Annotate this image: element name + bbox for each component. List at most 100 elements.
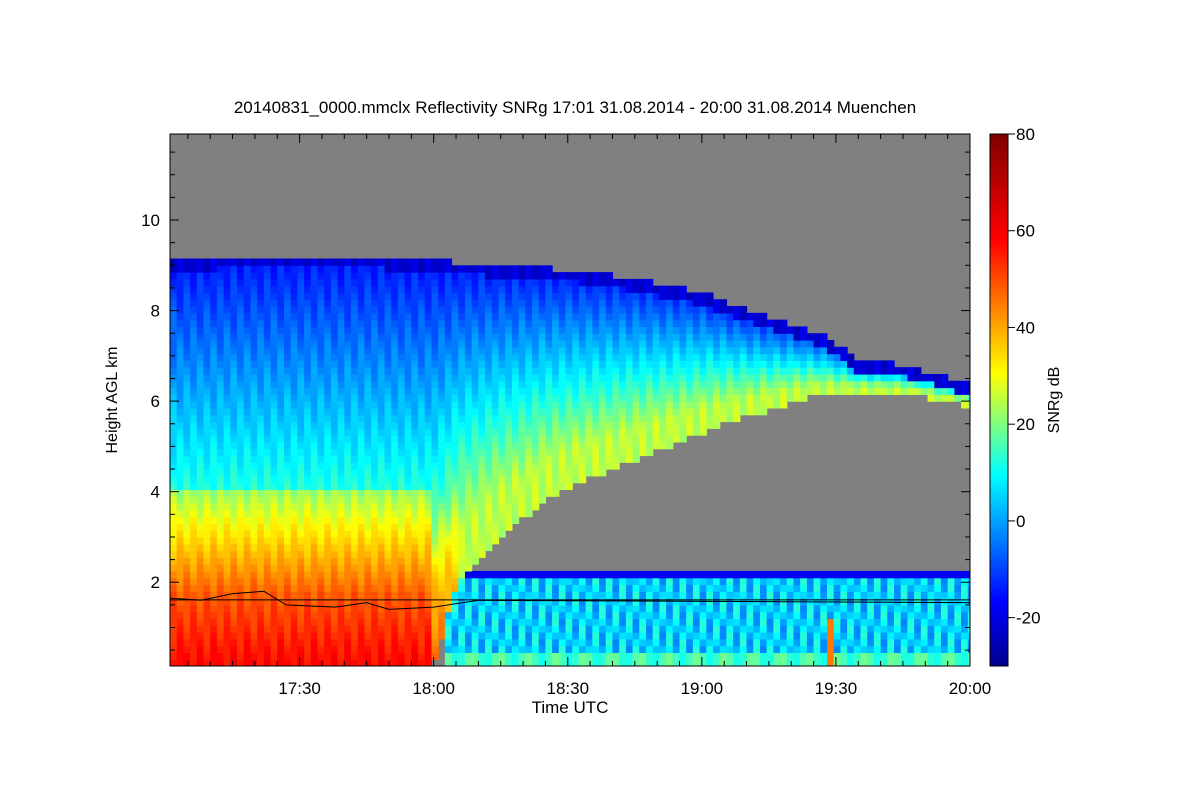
field-cell <box>196 604 205 613</box>
field-cell <box>491 421 500 429</box>
field-cell <box>739 625 748 633</box>
field-cell <box>545 292 553 300</box>
field-cell <box>806 577 815 586</box>
field-cell <box>371 469 379 477</box>
field-cell <box>558 659 567 666</box>
field-cell <box>297 577 305 586</box>
field-cell <box>196 265 205 273</box>
field-cell <box>196 564 205 572</box>
field-cell <box>706 632 714 640</box>
field-cell <box>545 414 553 423</box>
field-cell <box>485 577 493 586</box>
field-cell <box>424 306 433 314</box>
field-cell <box>699 401 707 409</box>
field-cell <box>498 530 506 538</box>
field-cell <box>525 448 533 457</box>
field-cell <box>625 367 634 375</box>
field-cell <box>411 618 419 626</box>
field-cell <box>384 299 392 307</box>
field-cell <box>786 584 795 592</box>
field-cell <box>592 591 600 599</box>
field-cell <box>371 428 379 436</box>
field-cell <box>572 598 580 606</box>
field-cell <box>572 570 580 579</box>
field-cell <box>371 591 379 599</box>
field-cell <box>270 306 278 314</box>
field-cell <box>337 278 345 287</box>
field-cell <box>458 516 466 524</box>
field-cell <box>290 469 298 477</box>
field-cell <box>813 632 821 640</box>
field-cell <box>250 516 258 524</box>
field-cell <box>196 577 205 586</box>
field-cell <box>605 421 614 429</box>
field-cell <box>317 258 325 266</box>
field-cell <box>478 618 486 626</box>
field-cell <box>203 523 211 531</box>
field-cell <box>230 489 238 497</box>
field-cell <box>263 482 272 491</box>
field-cell <box>263 299 272 307</box>
field-cell <box>431 475 439 484</box>
field-cell <box>330 312 339 321</box>
field-cell <box>444 611 453 620</box>
field-cell <box>371 503 379 511</box>
field-cell <box>283 475 292 484</box>
field-cell <box>203 550 211 558</box>
field-cell <box>418 543 426 552</box>
field-cell <box>364 638 372 647</box>
field-cell <box>525 292 533 300</box>
field-cell <box>719 584 728 592</box>
field-cell <box>532 292 540 300</box>
field-cell <box>666 312 674 321</box>
field-cell <box>384 482 392 491</box>
field-cell <box>183 550 191 558</box>
field-cell <box>686 333 694 341</box>
field-cell <box>418 272 426 280</box>
field-cell <box>820 367 828 375</box>
field-cell <box>290 360 298 368</box>
field-cell <box>397 659 406 666</box>
field-cell <box>552 604 560 613</box>
field-cell <box>384 536 392 545</box>
field-cell <box>310 278 319 287</box>
field-cell <box>357 496 366 504</box>
field-cell <box>458 265 466 273</box>
field-cell <box>418 387 426 395</box>
field-cell <box>324 638 332 647</box>
field-cell <box>337 414 345 423</box>
field-cell <box>190 373 198 382</box>
field-cell <box>330 265 339 273</box>
field-cell <box>639 367 647 375</box>
field-cell <box>545 299 553 307</box>
field-cell <box>170 299 178 307</box>
field-cell <box>625 591 634 599</box>
field-cell <box>552 618 560 626</box>
field-cell <box>451 516 459 524</box>
field-cell <box>243 523 252 531</box>
field-cell <box>766 618 774 626</box>
field-cell <box>176 591 184 599</box>
field-cell <box>351 435 359 443</box>
field-cell <box>377 503 386 511</box>
field-cell <box>625 278 634 287</box>
field-cell <box>672 598 681 606</box>
field-cell <box>277 523 285 531</box>
field-cell <box>692 394 701 402</box>
field-cell <box>243 285 252 294</box>
field-cell <box>384 611 392 620</box>
field-cell <box>464 564 473 572</box>
field-cell <box>391 543 399 552</box>
field-cell <box>759 625 768 633</box>
field-cell <box>773 360 781 368</box>
field-cell <box>659 340 667 348</box>
field-cell <box>243 604 252 613</box>
field-cell <box>485 360 493 368</box>
field-cell <box>304 441 312 450</box>
field-cell <box>511 625 520 633</box>
field-cell <box>257 523 265 531</box>
field-cell <box>384 373 392 382</box>
field-cell <box>424 536 433 545</box>
field-cell <box>351 292 359 300</box>
field-cell <box>263 570 272 579</box>
